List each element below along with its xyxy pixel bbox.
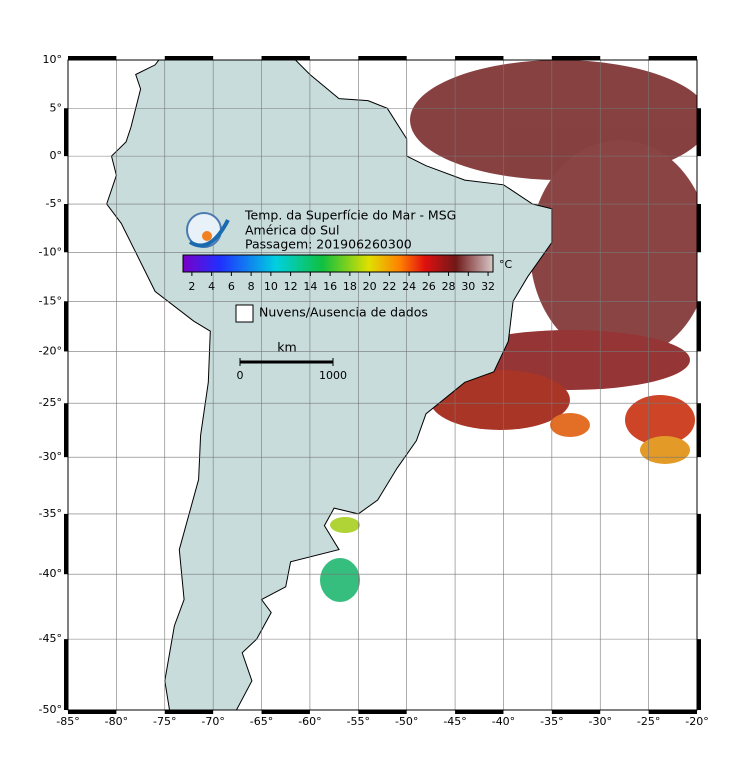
frame-band — [64, 204, 68, 253]
frame-band — [455, 56, 504, 60]
map-title: Temp. da Superfície do Mar - MSG — [244, 208, 456, 223]
frame-band — [648, 56, 697, 60]
frame-band — [64, 108, 68, 157]
colorbar-tick-label: 28 — [442, 280, 456, 293]
colorbar-tick-label: 18 — [343, 280, 357, 293]
logo — [186, 212, 230, 248]
frame-band — [261, 710, 310, 714]
colorbar-tick-label: 24 — [402, 280, 416, 293]
lat-tick-label: -5° — [46, 197, 62, 210]
lat-tick-label: -25° — [39, 396, 62, 409]
lat-tick-label: -30° — [39, 450, 62, 463]
map-area — [68, 60, 697, 710]
colorbar-tick-label: 20 — [363, 280, 377, 293]
frame-band — [648, 710, 697, 714]
lat-tick-label: -15° — [39, 294, 62, 307]
colorbar-tick-label: 4 — [208, 280, 215, 293]
colorbar — [182, 254, 494, 273]
lon-tick-label: -75° — [153, 715, 176, 728]
legend-swatch — [235, 304, 254, 323]
lat-tick-label: -10° — [39, 245, 62, 258]
colorbar-tick-label: 6 — [228, 280, 235, 293]
lon-tick-label: -30° — [588, 715, 611, 728]
lat-tick-label: -40° — [39, 567, 62, 580]
lon-tick-label: -60° — [298, 715, 321, 728]
lon-tick-label: -70° — [201, 715, 224, 728]
lon-tick-label: -80° — [105, 715, 128, 728]
lon-tick-label: -25° — [637, 715, 660, 728]
frame-band — [358, 710, 407, 714]
lon-tick-label: -55° — [347, 715, 370, 728]
colorbar-tick-label: 16 — [323, 280, 337, 293]
frame-band — [64, 513, 68, 575]
frame-band — [551, 710, 601, 714]
frame-band — [68, 710, 117, 714]
frame-band — [164, 56, 214, 60]
lat-tick-label: 5° — [50, 101, 63, 114]
pass-time: Passagem: 201906260300 — [245, 237, 412, 252]
lon-tick-label: -35° — [540, 715, 563, 728]
lon-tick-label: -65° — [250, 715, 273, 728]
colorbar-tick-label: 12 — [284, 280, 298, 293]
lon-tick-label: -45° — [443, 715, 466, 728]
lon-tick-label: -20° — [685, 715, 708, 728]
lat-tick-label: -50° — [39, 703, 62, 716]
colorbar-tick-label: 26 — [422, 280, 436, 293]
colorbar-unit: °C — [499, 258, 513, 271]
lat-tick-label: -35° — [39, 507, 62, 520]
frame-band — [551, 56, 601, 60]
frame-band — [358, 56, 407, 60]
frame-band — [164, 710, 214, 714]
frame-band — [697, 403, 701, 458]
frame-band — [697, 513, 701, 575]
frame-band — [64, 403, 68, 458]
scale-unit: km — [277, 340, 296, 355]
frame-band — [64, 639, 68, 710]
frame-band — [261, 56, 310, 60]
colorbar-tick-label: 32 — [481, 280, 495, 293]
lat-tick-label: 0° — [50, 149, 63, 162]
scale-tick-label: 1000 — [319, 369, 347, 382]
colorbar-tick-label: 14 — [303, 280, 317, 293]
frame-band — [64, 301, 68, 352]
frame-band — [697, 301, 701, 352]
colorbar-tick-label: 10 — [264, 280, 278, 293]
frame-band — [697, 639, 701, 710]
colorbar-tick-label: 2 — [188, 280, 195, 293]
region: América do Sul — [245, 223, 339, 238]
lat-tick-label: 10° — [43, 53, 63, 66]
lat-tick-label: -20° — [39, 344, 62, 357]
frame-band — [68, 56, 117, 60]
lon-tick-label: -50° — [395, 715, 418, 728]
colorbar-tick-label: 22 — [382, 280, 396, 293]
frame-band — [697, 108, 701, 157]
legend-label: Nuvens/Ausencia de dados — [259, 305, 428, 320]
lat-tick-label: -45° — [39, 632, 62, 645]
colorbar-tick-label: 30 — [461, 280, 475, 293]
lon-tick-label: -85° — [56, 715, 79, 728]
lon-tick-label: -40° — [492, 715, 515, 728]
scale-tick-label: 0 — [237, 369, 244, 382]
colorbar-tick-label: 8 — [248, 280, 255, 293]
frame-band — [455, 710, 504, 714]
frame-band — [697, 204, 701, 253]
